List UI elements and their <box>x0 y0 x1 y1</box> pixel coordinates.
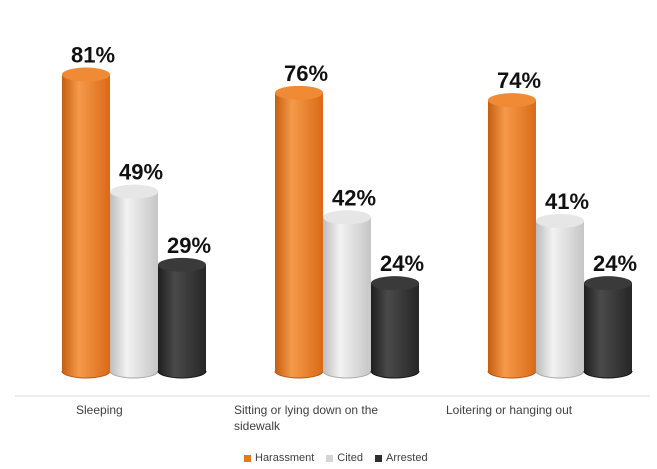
legend-label-arrested: Arrested <box>385 452 428 464</box>
category-label-loitering: Loitering or hanging out <box>446 403 573 417</box>
category-label-sitting: Sitting or lying down on the sidewalk <box>234 403 379 433</box>
bar-body-cited-sleeping <box>110 191 158 378</box>
bar-arrested-sleeping <box>157 257 207 379</box>
bar-body-cited-sitting-or-lying-down-on-the-sidewalk <box>323 217 371 378</box>
bar-cap-cited-sleeping <box>110 184 158 199</box>
category-label-sleeping: Sleeping <box>76 403 123 417</box>
data-label-arrested-sitting-or-lying-down-on-the-sidewalk: 24% <box>380 251 424 276</box>
bar-cap-arrested-sleeping <box>158 257 206 272</box>
bar-cap-arrested-loitering-or-hanging-out <box>584 276 632 291</box>
bar-base-cited-loitering-or-hanging-out <box>535 370 585 379</box>
bar-harassment-sleeping <box>61 67 111 379</box>
legend-item-arrested: Arrested <box>374 452 428 464</box>
bar-base-arrested-loitering-or-hanging-out <box>583 370 633 379</box>
bar-base-arrested-sitting-or-lying-down-on-the-sidewalk <box>370 370 420 379</box>
legend-item-cited: Cited <box>326 452 363 464</box>
data-label-harassment-loitering-or-hanging-out: 74% <box>497 68 541 93</box>
bar-harassment-loitering-or-hanging-out <box>487 93 537 379</box>
data-label-cited-sleeping: 49% <box>119 160 163 185</box>
data-label-harassment-sitting-or-lying-down-on-the-sidewalk: 76% <box>284 61 328 86</box>
bar-arrested-sitting-or-lying-down-on-the-sidewalk <box>370 276 420 379</box>
bar-body-harassment-sleeping <box>62 74 110 378</box>
legend-swatch-harassment <box>244 454 251 462</box>
bar-cap-arrested-sitting-or-lying-down-on-the-sidewalk <box>371 276 419 291</box>
bar-cap-harassment-sleeping <box>62 67 110 82</box>
legend-label-cited: Cited <box>337 452 363 464</box>
bar-body-arrested-loitering-or-hanging-out <box>584 283 632 378</box>
legend-swatch-arrested <box>374 454 382 462</box>
legend-label-harassment: Harassment <box>255 452 315 464</box>
bar-body-harassment-sitting-or-lying-down-on-the-sidewalk <box>275 92 323 378</box>
bar-cited-sleeping <box>109 184 159 379</box>
bar-cap-cited-sitting-or-lying-down-on-the-sidewalk <box>323 210 371 225</box>
bar-base-harassment-sleeping <box>61 370 111 379</box>
bar-cited-sitting-or-lying-down-on-the-sidewalk <box>322 210 372 379</box>
bar-base-harassment-sitting-or-lying-down-on-the-sidewalk <box>274 370 324 379</box>
bar-base-cited-sitting-or-lying-down-on-the-sidewalk <box>322 370 372 379</box>
legend: Harassment Cited Arrested <box>244 450 428 466</box>
legend-item-harassment: Harassment <box>244 452 314 464</box>
bar-cap-cited-loitering-or-hanging-out <box>536 213 584 228</box>
bar-base-cited-sleeping <box>109 370 159 379</box>
bar-body-arrested-sitting-or-lying-down-on-the-sidewalk <box>371 283 419 378</box>
bar-cap-harassment-sitting-or-lying-down-on-the-sidewalk <box>275 85 323 100</box>
data-label-harassment-sleeping: 81% <box>71 43 115 68</box>
bar-body-harassment-loitering-or-hanging-out <box>488 100 536 378</box>
bar-cited-loitering-or-hanging-out <box>535 213 585 379</box>
bar-arrested-loitering-or-hanging-out <box>583 276 633 379</box>
legend-swatch-cited <box>326 454 334 462</box>
bar-body-arrested-sleeping <box>158 264 206 378</box>
bar-harassment-sitting-or-lying-down-on-the-sidewalk <box>274 85 324 379</box>
data-label-cited-sitting-or-lying-down-on-the-sidewalk: 42% <box>332 185 376 210</box>
data-label-cited-loitering-or-hanging-out: 41% <box>545 189 589 214</box>
bar-body-cited-loitering-or-hanging-out <box>536 220 584 378</box>
data-label-arrested-sleeping: 29% <box>167 233 211 258</box>
data-label-arrested-loitering-or-hanging-out: 24% <box>593 251 637 276</box>
bar-cap-harassment-loitering-or-hanging-out <box>488 93 536 108</box>
bar-base-arrested-sleeping <box>157 370 207 379</box>
bar-base-harassment-loitering-or-hanging-out <box>487 370 537 379</box>
